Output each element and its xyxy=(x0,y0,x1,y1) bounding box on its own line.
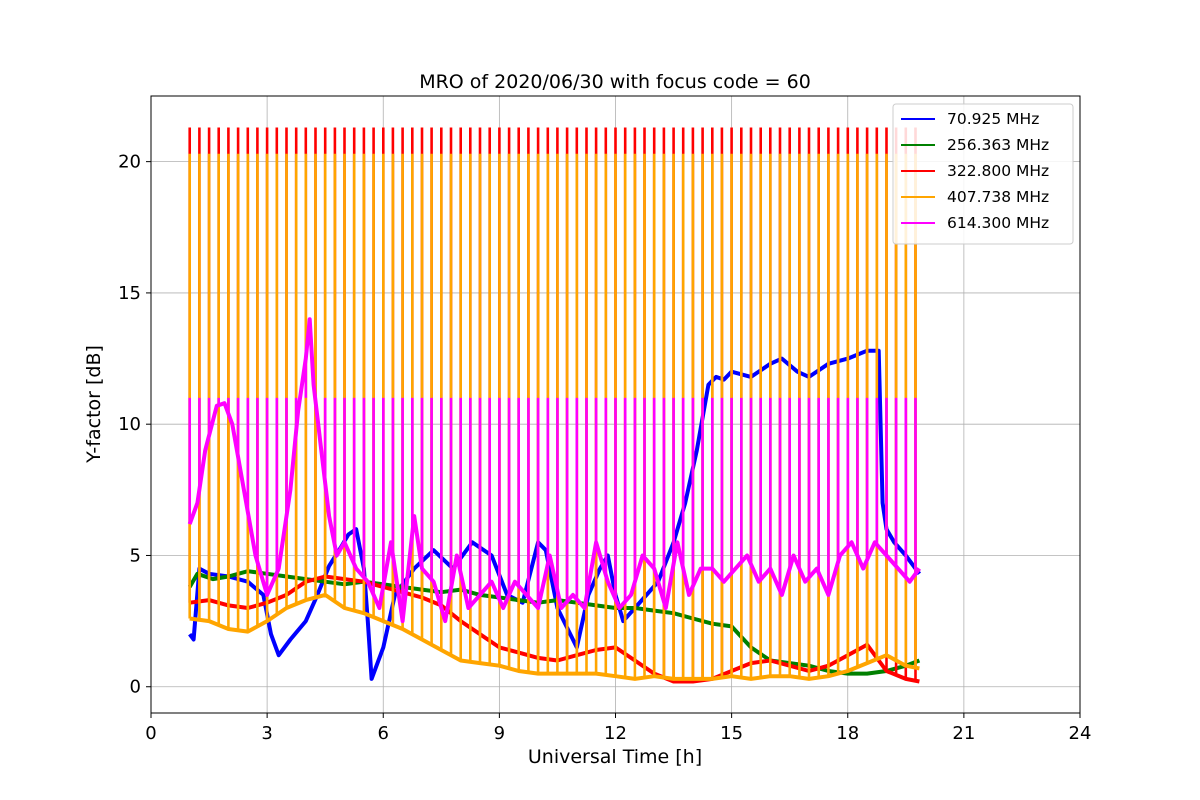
legend-item: 407.738 MHz xyxy=(901,188,1049,206)
y-tick-label: 15 xyxy=(118,283,141,304)
legend-box xyxy=(892,103,1074,245)
legend-label: 256.363 MHz xyxy=(947,136,1049,154)
x-tick-label: 3 xyxy=(261,723,272,744)
series-line xyxy=(188,348,922,681)
y-axis-ticks: 0 5 10 15 20 xyxy=(118,152,151,698)
x-tick-label: 0 xyxy=(145,723,156,744)
y-tick-label: 0 xyxy=(130,677,141,698)
x-tick-label: 24 xyxy=(1069,723,1092,744)
series-614-300-mhz xyxy=(187,317,922,624)
legend-item: 70.925 MHz xyxy=(901,110,1039,128)
legend-label: 70.925 MHz xyxy=(947,110,1039,128)
x-tick-label: 12 xyxy=(604,723,627,744)
x-tick-label: 9 xyxy=(494,723,505,744)
x-tick-label: 21 xyxy=(952,723,975,744)
legend: 70.925 MHz 256.363 MHz 322.800 MHz 407.738 … xyxy=(892,103,1074,245)
x-tick-label: 18 xyxy=(836,723,859,744)
y-tick-label: 20 xyxy=(118,152,141,173)
legend-label: 407.738 MHz xyxy=(947,188,1049,206)
series-line xyxy=(187,317,922,624)
legend-item: 322.800 MHz xyxy=(901,162,1049,180)
calibration-spikes xyxy=(188,358,917,622)
legend-item: 614.300 MHz xyxy=(901,214,1049,232)
x-axis-label: Universal Time [h] xyxy=(528,746,702,768)
y-tick-label: 5 xyxy=(130,545,141,566)
x-axis-ticks: 0 3 6 9 12 15 18 21 24 xyxy=(145,713,1091,744)
legend-label: 614.300 MHz xyxy=(947,214,1049,232)
x-tick-label: 15 xyxy=(720,723,743,744)
y-tick-label: 10 xyxy=(118,414,141,435)
y-axis-label: Y-factor [dB] xyxy=(83,345,105,464)
legend-label: 322.800 MHz xyxy=(947,162,1049,180)
x-tick-label: 6 xyxy=(378,723,389,744)
legend-item: 256.363 MHz xyxy=(901,136,1049,154)
chart-title: MRO of 2020/06/30 with focus code = 60 xyxy=(419,71,811,93)
series-70-925-mhz xyxy=(188,348,922,681)
series-layer xyxy=(187,127,922,684)
